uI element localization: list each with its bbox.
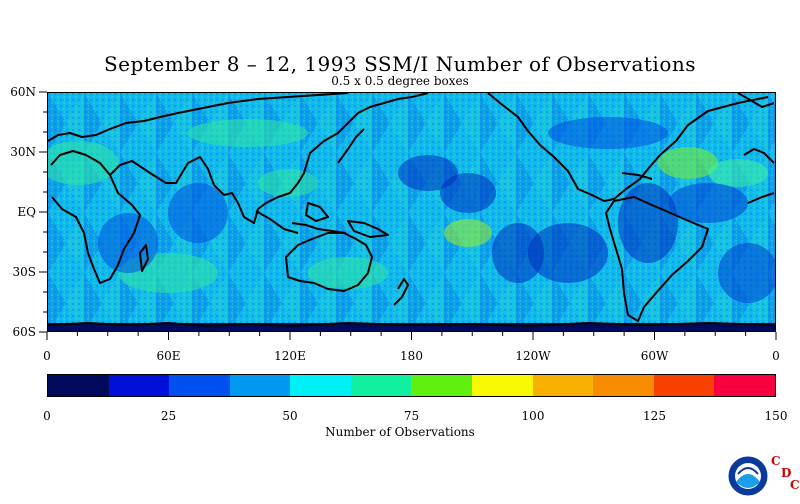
colorbar-swatch (653, 375, 715, 396)
density-patch (718, 243, 775, 303)
noaa-logo-icon (728, 456, 768, 496)
colorbar-swatch (48, 375, 109, 396)
colorbar-tick-label: 25 (160, 409, 177, 423)
colorbar (47, 374, 776, 397)
density-patch (398, 155, 458, 191)
colorbar-swatch (532, 375, 594, 396)
lat-label: EQ (17, 205, 36, 219)
lon-label: 60E (156, 349, 181, 363)
logo-letter-d: D (781, 466, 792, 480)
logo-letter-c1: C (771, 454, 781, 468)
lon-label: 120E (274, 349, 306, 363)
observation-density-field (48, 117, 775, 303)
map-title: September 8 – 12, 1993 SSM/I Number of O… (103, 52, 697, 76)
colorbar-title: Number of Observations (325, 425, 475, 439)
density-patch (168, 183, 228, 243)
density-patch (618, 183, 678, 263)
density-patch (528, 223, 608, 283)
density-patch (440, 173, 496, 213)
density-patch (188, 119, 308, 147)
logo-letter-c2: C (790, 478, 800, 492)
colorbar-tick-label: 50 (282, 409, 298, 423)
colorbar-swatch (714, 375, 775, 396)
colorbar-swatch (411, 375, 473, 396)
lat-label: 60N (10, 85, 36, 99)
lon-label: 120W (515, 349, 551, 363)
density-patch (444, 219, 492, 247)
colorbar-swatch (593, 375, 654, 396)
density-patch (658, 147, 718, 179)
lon-label: 60W (640, 349, 669, 363)
colorbar-swatch (108, 375, 170, 396)
colorbar-swatch (350, 375, 412, 396)
antarctic-band (48, 323, 775, 331)
density-patch (668, 183, 748, 223)
map-canvas (48, 93, 775, 331)
colorbar-swatch (472, 375, 533, 396)
colorbar-tick-label: 100 (521, 409, 545, 423)
colorbar-swatch (169, 375, 230, 396)
density-patch (48, 141, 118, 185)
lon-label: 0 (43, 349, 51, 363)
lat-label: 30N (10, 145, 36, 159)
density-patch (548, 117, 668, 149)
density-patch (308, 257, 388, 289)
colorbar-tick-label: 125 (643, 409, 666, 423)
density-patch (708, 159, 768, 187)
noaa-logo[interactable]: C D C (728, 452, 800, 504)
map-subtitle: 0.5 x 0.5 degree boxes (331, 74, 469, 88)
lat-label: 60S (12, 325, 37, 339)
coastlines (48, 93, 775, 327)
lon-label: 180 (400, 349, 423, 363)
colorbar-tick-label: 0 (43, 409, 51, 423)
colorbar-tick-label: 75 (403, 409, 420, 423)
colorbar-swatch (229, 375, 291, 396)
axis-ticks (39, 91, 777, 340)
lat-label: 30S (12, 265, 37, 279)
colorbar-tick-label: 150 (764, 409, 788, 423)
observation-map (47, 92, 776, 332)
lon-label: 0 (772, 349, 780, 363)
colorbar-swatch (290, 375, 351, 396)
density-patch (492, 223, 544, 283)
